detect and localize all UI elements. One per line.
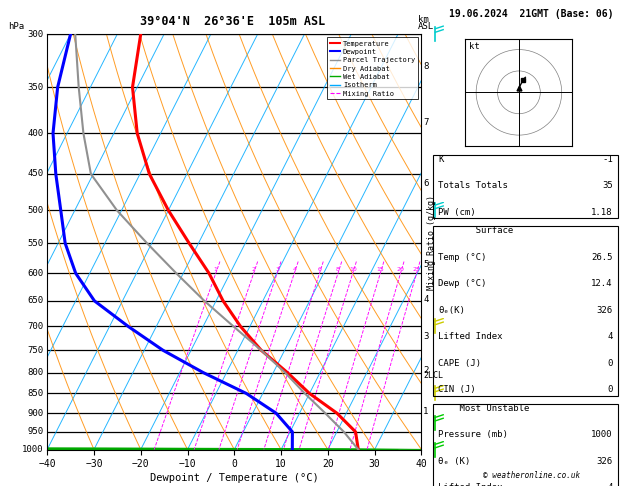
Text: 1000: 1000 — [22, 445, 43, 454]
Text: 900: 900 — [27, 409, 43, 417]
X-axis label: Dewpoint / Temperature (°C): Dewpoint / Temperature (°C) — [150, 473, 319, 484]
Text: 15: 15 — [377, 267, 384, 272]
Text: 800: 800 — [27, 368, 43, 377]
Text: 450: 450 — [27, 170, 43, 178]
Text: 10: 10 — [349, 267, 357, 272]
Text: 26.5: 26.5 — [591, 253, 613, 262]
Text: 1.18: 1.18 — [591, 208, 613, 217]
Text: Totals Totals: Totals Totals — [438, 181, 508, 190]
Text: 8: 8 — [336, 267, 340, 272]
Text: θₑ(K): θₑ(K) — [438, 306, 465, 315]
Text: 4: 4 — [292, 267, 296, 272]
Text: 1: 1 — [423, 407, 429, 416]
Text: K: K — [438, 155, 443, 164]
Bar — [433, 155, 618, 218]
Text: 7: 7 — [423, 118, 429, 127]
Text: 20: 20 — [397, 267, 404, 272]
Text: Most Unstable: Most Unstable — [438, 404, 530, 413]
Text: PW (cm): PW (cm) — [438, 208, 476, 217]
Text: θₑ (K): θₑ (K) — [438, 457, 470, 466]
Text: 650: 650 — [27, 296, 43, 305]
Text: 950: 950 — [27, 427, 43, 436]
Text: Lifted Index: Lifted Index — [438, 483, 503, 486]
Text: Lifted Index: Lifted Index — [438, 332, 503, 341]
Text: 2LCL: 2LCL — [423, 371, 443, 380]
Text: 400: 400 — [27, 129, 43, 138]
Text: 25: 25 — [413, 267, 421, 272]
Text: 550: 550 — [27, 239, 43, 248]
Text: ASL: ASL — [418, 22, 435, 31]
Text: 1000: 1000 — [591, 430, 613, 439]
Text: Surface: Surface — [438, 226, 513, 235]
Text: 2: 2 — [423, 366, 429, 375]
Text: 6: 6 — [318, 267, 321, 272]
Text: hPa: hPa — [8, 22, 25, 31]
Text: 700: 700 — [27, 322, 43, 331]
Text: 35: 35 — [602, 181, 613, 190]
Text: Pressure (mb): Pressure (mb) — [438, 430, 508, 439]
Text: Temp (°C): Temp (°C) — [438, 253, 487, 262]
Text: 0: 0 — [608, 359, 613, 368]
Text: 2: 2 — [252, 267, 255, 272]
Text: 326: 326 — [597, 457, 613, 466]
Text: Mixing Ratio (g/kg): Mixing Ratio (g/kg) — [427, 195, 436, 291]
Text: Dewp (°C): Dewp (°C) — [438, 279, 487, 288]
Text: 600: 600 — [27, 269, 43, 278]
Text: CIN (J): CIN (J) — [438, 385, 476, 394]
Text: 4: 4 — [608, 483, 613, 486]
Text: 6: 6 — [423, 178, 429, 188]
Text: 39°04'N  26°36'E  105m ASL: 39°04'N 26°36'E 105m ASL — [140, 15, 325, 28]
Text: 3: 3 — [423, 331, 429, 341]
Text: 500: 500 — [27, 206, 43, 215]
Text: kt: kt — [469, 42, 479, 51]
Text: 3: 3 — [275, 267, 279, 272]
Bar — [433, 404, 618, 486]
Text: 5: 5 — [423, 260, 429, 269]
Text: 1: 1 — [214, 267, 218, 272]
Text: -1: -1 — [602, 155, 613, 164]
Text: 300: 300 — [27, 30, 43, 38]
Text: © weatheronline.co.uk: © weatheronline.co.uk — [483, 471, 580, 480]
Legend: Temperature, Dewpoint, Parcel Trajectory, Dry Adiabat, Wet Adiabat, Isotherm, Mi: Temperature, Dewpoint, Parcel Trajectory… — [327, 37, 418, 100]
Text: 4: 4 — [608, 332, 613, 341]
Bar — [433, 226, 618, 396]
Text: 8: 8 — [423, 62, 429, 71]
Text: 750: 750 — [27, 346, 43, 355]
Text: 12.4: 12.4 — [591, 279, 613, 288]
Text: CAPE (J): CAPE (J) — [438, 359, 481, 368]
Text: 350: 350 — [27, 83, 43, 92]
Text: 19.06.2024  21GMT (Base: 06): 19.06.2024 21GMT (Base: 06) — [449, 9, 614, 19]
Text: 4: 4 — [423, 295, 429, 304]
Text: km: km — [418, 15, 429, 24]
Text: 326: 326 — [597, 306, 613, 315]
Text: 0: 0 — [608, 385, 613, 394]
Text: 850: 850 — [27, 389, 43, 398]
